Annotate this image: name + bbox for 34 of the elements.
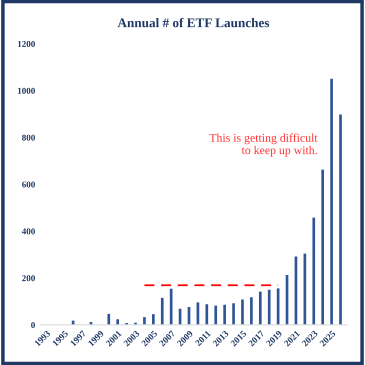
y-tick-label: 1200 [18,40,35,48]
bar [152,314,155,325]
bar [178,308,182,325]
bar [268,290,271,325]
bar [160,298,164,325]
bar [214,306,218,325]
bar [276,288,280,325]
bar [205,304,208,325]
bar [321,170,324,325]
bar [143,317,146,325]
bar [250,297,253,325]
bar [241,300,244,325]
bar [330,78,333,325]
bar [196,302,200,325]
y-tick-label: 1000 [18,88,35,94]
y-tick-label: 800 [22,134,35,141]
y-tick-label: 400 [22,228,35,234]
bar [286,274,288,325]
y-tick-label: 200 [22,275,35,282]
y-tick-label: 0 [31,322,35,328]
annotation: This is getting difficult to keep up with. [210,133,318,157]
bar [223,304,226,325]
bar [294,256,298,325]
bar [258,292,262,325]
bar [116,319,120,325]
chart-title: Annual # of ETF Launches [118,18,270,28]
bar [304,254,306,325]
bar [188,307,190,325]
bar [90,322,92,325]
bar [170,288,173,325]
bar [339,114,342,325]
bar [312,218,316,325]
y-tick-label: 600 [22,181,35,188]
bar [232,303,235,325]
